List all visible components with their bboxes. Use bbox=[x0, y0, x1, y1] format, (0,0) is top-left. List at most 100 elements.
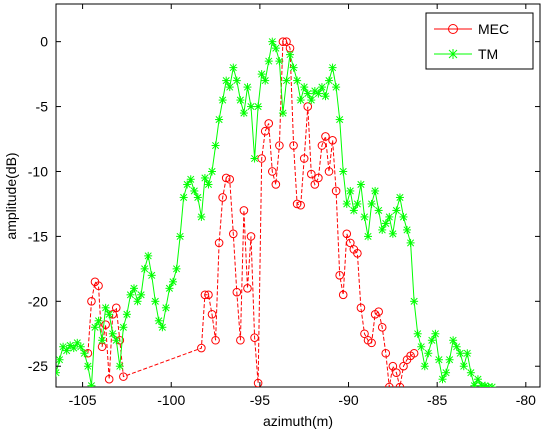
series-tm-point bbox=[222, 76, 231, 85]
series-tm-point bbox=[488, 383, 497, 387]
series-tm-point bbox=[328, 63, 337, 72]
series-mec-point bbox=[228, 229, 238, 239]
series-tm-point bbox=[105, 310, 114, 319]
legend-tm-marker bbox=[448, 49, 458, 59]
series-mec-point bbox=[360, 329, 369, 339]
series-mec-point bbox=[119, 372, 128, 381]
series-mec-point bbox=[267, 167, 277, 176]
series-tm-point bbox=[395, 193, 404, 202]
series-mec-point bbox=[328, 136, 337, 145]
series-tm-point bbox=[119, 323, 128, 332]
series-tm-point bbox=[271, 44, 280, 53]
series-tm-line bbox=[56, 40, 493, 387]
series-tm-point bbox=[374, 206, 383, 215]
series-tm-point bbox=[342, 199, 351, 208]
series-tm-point bbox=[321, 92, 330, 101]
series-mec-point bbox=[239, 206, 249, 215]
series-mec-point bbox=[314, 173, 323, 183]
series-tm-point bbox=[229, 63, 238, 72]
series-tm-point bbox=[466, 368, 475, 377]
series-tm-point bbox=[339, 167, 348, 176]
series-tm-point bbox=[353, 199, 362, 208]
series-mec-point bbox=[221, 173, 231, 183]
series-tm-point bbox=[456, 349, 465, 358]
series-tm-point bbox=[144, 251, 153, 260]
series-mec bbox=[83, 37, 419, 387]
series-tm-point bbox=[140, 264, 149, 273]
series-tm-point bbox=[452, 342, 461, 351]
series-tm-point bbox=[69, 344, 78, 353]
x-tick-label: -90 bbox=[338, 392, 358, 408]
series-mec-point bbox=[321, 132, 330, 141]
series-tm-point bbox=[442, 368, 451, 377]
series-tm-point bbox=[310, 86, 319, 95]
legend-tm-label: TM bbox=[478, 46, 498, 62]
series-tm-point bbox=[381, 219, 390, 228]
series-tm-point bbox=[243, 83, 252, 92]
series-tm-point bbox=[172, 264, 181, 273]
series-tm-point bbox=[101, 303, 110, 312]
series-tm-point bbox=[193, 193, 202, 202]
series-tm-point bbox=[215, 115, 224, 124]
x-axis-label: azimuth(m) bbox=[263, 413, 333, 429]
y-axis-label: amplitude(dB) bbox=[3, 152, 19, 239]
series-mec-point bbox=[111, 303, 121, 313]
series-tm-point bbox=[137, 290, 146, 299]
series-tm-point bbox=[413, 329, 422, 338]
series-tm-point bbox=[278, 109, 287, 118]
axis-layer: -105 -100 -95 -90 -85 -80 0 -5 -10 -15 -20 -25 bbox=[28, 4, 540, 408]
series-mec-point bbox=[218, 193, 227, 202]
series-tm-point bbox=[335, 115, 344, 124]
series-tm-point bbox=[208, 167, 217, 176]
series-tm-point bbox=[56, 368, 60, 377]
x-tick-label: -85 bbox=[427, 392, 447, 408]
series-mec-point bbox=[260, 126, 270, 136]
series-tm-point bbox=[431, 329, 440, 338]
series-tm-point bbox=[367, 199, 376, 208]
series-tm-point bbox=[364, 232, 373, 241]
series-mec-point bbox=[250, 333, 259, 342]
series-tm-point bbox=[257, 70, 266, 79]
series-mec-point bbox=[317, 141, 327, 150]
series-mec-point bbox=[299, 154, 309, 163]
series-tm-point bbox=[254, 102, 263, 111]
series-tm-point bbox=[356, 180, 365, 189]
series-mec-point bbox=[335, 271, 344, 280]
series-mec-point bbox=[101, 320, 110, 329]
series-mec-point bbox=[243, 284, 252, 293]
series-tm-point bbox=[427, 336, 436, 345]
series-tm-point bbox=[190, 186, 199, 195]
series-tm-point bbox=[225, 83, 234, 92]
series-mec-point bbox=[377, 322, 387, 332]
series-mec-point bbox=[385, 382, 394, 387]
series-tm-point bbox=[211, 141, 220, 150]
series-tm-point bbox=[410, 297, 419, 306]
series-mec-point bbox=[253, 378, 263, 387]
series-tm-point bbox=[80, 349, 89, 358]
series-tm-point bbox=[300, 83, 309, 92]
y-tick-label: 0 bbox=[40, 34, 48, 50]
y-tick-label: -10 bbox=[28, 163, 48, 179]
series-tm-point bbox=[186, 175, 195, 184]
series-tm-point bbox=[183, 180, 192, 189]
series-mec-point bbox=[207, 309, 217, 319]
series-mec-point bbox=[204, 290, 213, 300]
series-tm-point bbox=[406, 238, 415, 247]
legend-mec-label: MEC bbox=[478, 21, 509, 37]
series-tm-point bbox=[232, 76, 241, 85]
series-tm-point bbox=[424, 349, 433, 358]
series-mec-point bbox=[392, 368, 401, 378]
x-tick-label: -100 bbox=[157, 392, 185, 408]
series-mec-point bbox=[367, 338, 376, 348]
series-mec-point bbox=[211, 335, 220, 345]
series-tm-point bbox=[236, 96, 245, 105]
series-tm-point bbox=[293, 76, 302, 85]
series-tm-point bbox=[161, 303, 170, 312]
series-tm-point bbox=[420, 362, 429, 371]
series-tm-point bbox=[76, 342, 85, 351]
series-tm-point bbox=[197, 212, 206, 221]
x-tick-label: -105 bbox=[69, 392, 97, 408]
series-tm-point bbox=[56, 355, 64, 364]
series-mec-point bbox=[399, 361, 408, 371]
series-tm-point bbox=[445, 355, 454, 364]
